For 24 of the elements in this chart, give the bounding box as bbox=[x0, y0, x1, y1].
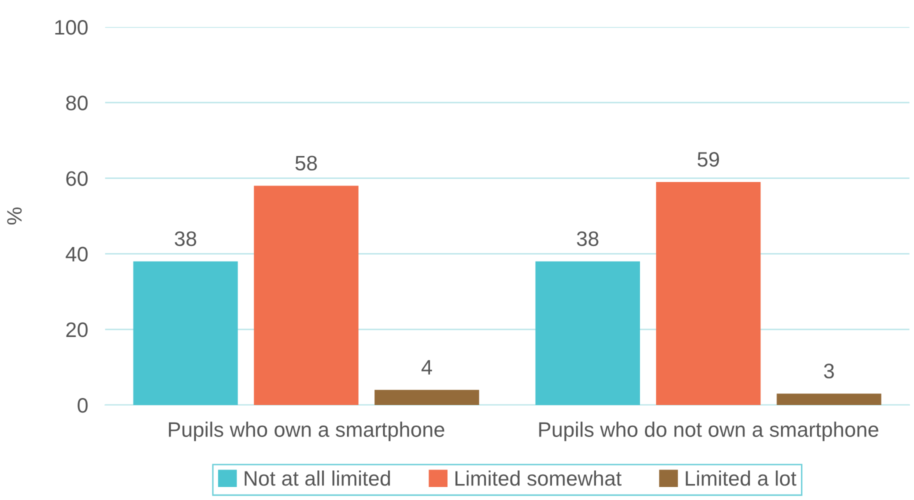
y-tick-label: 20 bbox=[66, 322, 88, 338]
data-label: 3 bbox=[824, 364, 834, 378]
y-tick-label: 100 bbox=[55, 20, 88, 35]
y-tick-label: 80 bbox=[66, 96, 88, 110]
x-tick-label: Pupils who do not own a smartphone bbox=[539, 422, 878, 442]
y-axis-title: % bbox=[7, 207, 22, 225]
y-tick-label: 0 bbox=[78, 398, 88, 413]
data-label: 58 bbox=[295, 156, 317, 171]
y-tick-label: 40 bbox=[66, 246, 88, 262]
x-tick-label: Pupils who own a smartphone bbox=[168, 422, 444, 442]
bar bbox=[656, 182, 761, 405]
data-label: 38 bbox=[174, 231, 196, 246]
bar bbox=[133, 261, 238, 405]
legend-label: Limited a lot bbox=[686, 470, 796, 486]
legend-label: Limited somewhat bbox=[455, 470, 622, 486]
bar bbox=[776, 394, 882, 405]
bar bbox=[374, 390, 480, 405]
bar bbox=[535, 261, 640, 405]
data-label: 38 bbox=[576, 231, 598, 246]
bar bbox=[254, 186, 358, 405]
data-label: 59 bbox=[698, 152, 719, 167]
legend-label: Not at all limited bbox=[244, 470, 390, 486]
y-tick-label: 60 bbox=[66, 171, 88, 186]
data-label: 4 bbox=[422, 360, 432, 374]
